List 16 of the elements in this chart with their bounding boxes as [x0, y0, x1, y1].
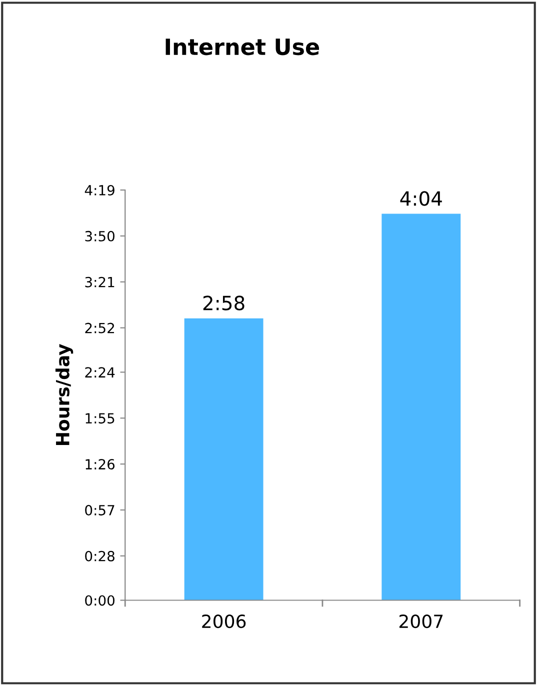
- x-tick-label: 2006: [202, 614, 246, 628]
- data-label: 4:04: [400, 191, 442, 206]
- y-tick-label: 1:26: [86, 459, 115, 470]
- y-tick-label: 4:19: [84, 184, 114, 196]
- data-label: 2:58: [203, 296, 244, 310]
- y-tick-label: 3:21: [85, 276, 114, 288]
- y-tick-label: 0:57: [85, 504, 114, 516]
- y-tick-label: 0:00: [85, 595, 114, 606]
- y-tick-label: 3:50: [85, 230, 114, 242]
- chart-title: Internet Use: [166, 38, 320, 56]
- x-tick-label: 2007: [399, 614, 443, 628]
- y-tick-label: 1:55: [86, 413, 114, 424]
- y-axis-title: Hours/day: [55, 344, 74, 445]
- y-tick-label: 2:24: [85, 367, 115, 378]
- y-tick-label: 0:28: [85, 550, 114, 562]
- y-tick-label: 2:52: [85, 322, 114, 334]
